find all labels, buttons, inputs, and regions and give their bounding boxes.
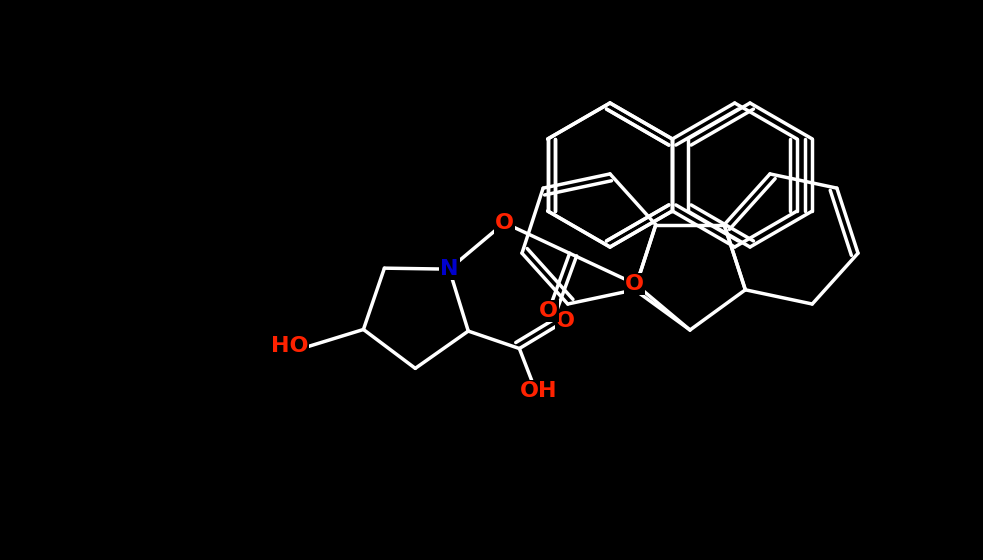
Text: O: O [539,301,558,321]
Text: OH: OH [520,381,557,401]
Text: O: O [625,274,644,293]
Text: O: O [556,311,575,330]
Text: O: O [494,213,514,233]
Text: N: N [440,259,458,279]
Text: HO: HO [271,337,309,357]
